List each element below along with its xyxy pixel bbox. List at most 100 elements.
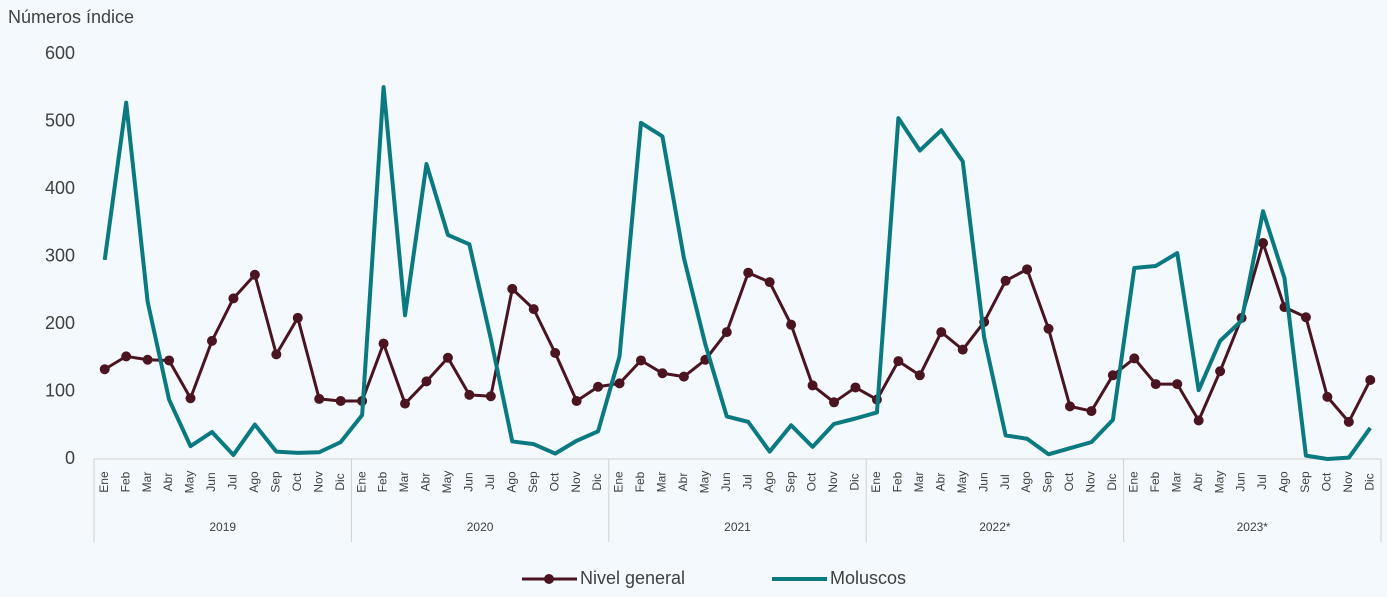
data-point — [786, 319, 797, 330]
x-tick-label: Nov — [826, 471, 840, 492]
x-tick-label: Abr — [1191, 473, 1205, 492]
x-tick-label: Dic — [1362, 473, 1376, 490]
data-point — [1343, 416, 1354, 427]
x-tick-label: Jul — [998, 474, 1012, 489]
data-point — [1022, 264, 1033, 275]
group-label: 2022* — [979, 520, 1011, 534]
data-point — [121, 351, 132, 362]
data-point — [206, 335, 217, 346]
data-point — [335, 395, 346, 406]
y-tick-label: 600 — [45, 43, 75, 63]
data-point — [893, 356, 904, 367]
data-point — [164, 355, 175, 366]
data-point — [850, 382, 861, 393]
data-point — [635, 355, 646, 366]
data-point — [1086, 406, 1097, 417]
x-tick-label: Ago — [1277, 471, 1291, 493]
data-point — [1365, 375, 1376, 386]
y-tick-label: 100 — [45, 380, 75, 400]
x-tick-label: Jun — [462, 472, 476, 491]
x-tick-label: Ago — [247, 471, 261, 493]
x-tick-label: Feb — [633, 471, 647, 492]
data-point — [292, 312, 303, 323]
x-tick-label: Mar — [1169, 472, 1183, 493]
x-tick-label: Ago — [1019, 471, 1033, 493]
data-point — [1043, 323, 1054, 334]
data-point — [249, 269, 260, 280]
x-tick-label: Ene — [612, 471, 626, 493]
data-point — [678, 371, 689, 382]
group-label: 2023* — [1237, 520, 1269, 534]
x-tick-label: May — [1212, 471, 1226, 494]
data-point — [1129, 353, 1140, 364]
y-tick-label: 300 — [45, 245, 75, 265]
data-point — [185, 393, 196, 404]
x-tick-label: Jul — [226, 474, 240, 489]
legend-marker — [544, 574, 554, 584]
data-point — [1300, 312, 1311, 323]
data-point — [421, 376, 432, 387]
data-point — [1258, 238, 1269, 248]
y-tick-label: 0 — [65, 448, 75, 468]
x-tick-label: Ene — [97, 471, 111, 493]
x-tick-label: Dic — [1105, 473, 1119, 490]
data-point — [1322, 391, 1333, 402]
y-tick-label: 500 — [45, 110, 75, 130]
x-tick-label: Sep — [783, 471, 797, 493]
x-tick-label: Jun — [976, 472, 990, 491]
x-tick-label: Dic — [333, 473, 347, 490]
x-tick-label: Nov — [1084, 471, 1098, 492]
data-point — [99, 364, 110, 375]
data-point — [593, 381, 604, 392]
x-tick-label: Abr — [933, 473, 947, 492]
x-tick-label: Jul — [1255, 474, 1269, 489]
data-point — [957, 344, 968, 355]
x-tick-label: Mar — [655, 472, 669, 493]
data-point — [829, 397, 840, 408]
data-point — [314, 393, 325, 404]
data-point — [657, 368, 668, 379]
group-label: 2020 — [467, 520, 494, 534]
data-point — [571, 395, 582, 406]
group-label: 2019 — [209, 520, 236, 534]
x-tick-label: Jul — [483, 474, 497, 489]
x-tick-label: May — [440, 471, 454, 494]
y-axis-label: Números índice — [8, 7, 134, 27]
data-point — [142, 354, 153, 365]
x-tick-label: Nov — [1341, 471, 1355, 492]
x-tick-label: Jun — [719, 472, 733, 491]
x-tick-label: May — [955, 471, 969, 494]
legend-label: Nivel general — [580, 568, 685, 588]
y-tick-label: 200 — [45, 313, 75, 333]
x-tick-label: Feb — [891, 471, 905, 492]
x-tick-label: Sep — [1298, 471, 1312, 493]
data-point — [1172, 379, 1183, 390]
data-point — [614, 378, 625, 389]
data-point — [1215, 366, 1226, 377]
x-tick-label: Oct — [547, 472, 561, 491]
data-point — [528, 304, 539, 315]
x-tick-label: Jun — [1234, 472, 1248, 491]
data-point — [507, 283, 518, 294]
data-point — [464, 389, 475, 400]
x-tick-label: Feb — [1148, 471, 1162, 492]
x-tick-label: Sep — [526, 471, 540, 493]
x-tick-label: Ago — [762, 471, 776, 493]
data-point — [1000, 275, 1011, 286]
x-tick-label: Feb — [376, 471, 390, 492]
data-point — [807, 380, 818, 391]
x-tick-label: Mar — [140, 472, 154, 493]
y-tick-label: 400 — [45, 178, 75, 198]
x-tick-label: May — [183, 471, 197, 494]
legend-label: Moluscos — [830, 568, 906, 588]
x-tick-label: Dic — [590, 473, 604, 490]
x-tick-label: Abr — [419, 473, 433, 492]
data-point — [914, 370, 925, 381]
x-tick-label: Jun — [204, 472, 218, 491]
x-tick-label: Nov — [569, 471, 583, 492]
x-tick-label: Feb — [118, 471, 132, 492]
data-point — [1064, 401, 1075, 412]
data-point — [228, 293, 239, 304]
x-tick-label: Ene — [354, 471, 368, 493]
